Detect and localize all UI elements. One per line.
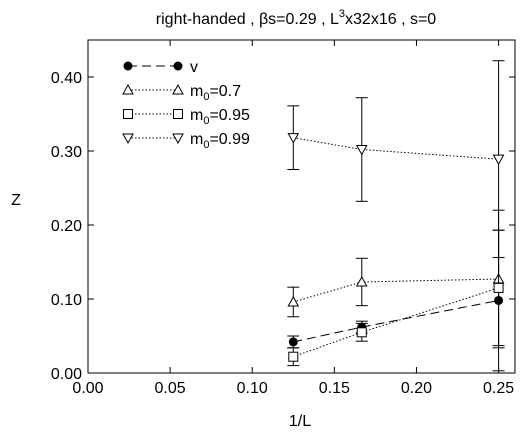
- x-tick-label: 0.00: [72, 380, 103, 397]
- series-line: [293, 278, 499, 303]
- legend-label-tail: =0.7: [209, 83, 241, 100]
- x-tick-label: 0.05: [155, 380, 186, 397]
- series-layer: [287, 60, 505, 372]
- axis-ticks: 0.00 0.05 0.10 0.15 0.20 0.25 0.00 0.10 0.20 0.30…: [51, 40, 515, 397]
- data-point: [355, 275, 368, 287]
- legend-label-tail: =0.99: [209, 131, 250, 148]
- y-axis-title: Z: [11, 192, 21, 209]
- legend-item: m0=0.99: [122, 131, 250, 151]
- series-1: [287, 209, 505, 349]
- legend-label-tail: =0.95: [209, 107, 250, 124]
- data-point: [287, 133, 300, 144]
- data-point: [493, 282, 504, 293]
- plot-area: [87, 39, 516, 374]
- data-point: [355, 145, 368, 156]
- legend-label-main: m: [190, 83, 203, 100]
- legend-marker: [172, 133, 184, 145]
- chart-title-tail: x32x16 , s=0: [345, 11, 436, 28]
- series-2: [287, 229, 505, 367]
- legend-item: m0=0.95: [123, 107, 250, 127]
- series-line: [293, 137, 499, 160]
- legend-marker: [172, 83, 184, 95]
- legend-item: m0=0.7: [122, 83, 241, 103]
- x-axis-title: 1/L: [289, 413, 311, 430]
- legend-label-main: m: [190, 131, 203, 148]
- chart-title-sup: 3: [339, 8, 345, 20]
- legend-label-main: v: [190, 59, 198, 76]
- chart-title-main: right-handed , βs=0.29 , L: [156, 11, 339, 28]
- legend-label-sub: 0: [203, 139, 209, 151]
- legend-label: m0=0.95: [190, 107, 250, 127]
- chart-title: right-handed , βs=0.29 , L3x32x16 , s=0: [156, 8, 437, 28]
- legend-marker: [173, 109, 183, 119]
- legend-label: m0=0.99: [190, 131, 250, 151]
- data-point: [492, 154, 505, 166]
- x-tick-label: 0.15: [319, 380, 350, 397]
- y-tick-label: 0.30: [51, 144, 82, 161]
- legend-marker: [122, 133, 134, 145]
- y-tick-label: 0.00: [51, 366, 82, 383]
- legend-label: m0=0.7: [190, 83, 241, 103]
- series-0: [287, 229, 505, 372]
- data-point: [287, 295, 300, 307]
- legend-marker: [173, 61, 183, 71]
- data-point: [288, 351, 299, 362]
- legend-label-sub: 0: [203, 115, 209, 127]
- x-tick-label: 0.20: [401, 380, 432, 397]
- data-point: [288, 337, 298, 347]
- y-tick-label: 0.40: [51, 70, 82, 87]
- y-tick-label: 0.20: [51, 218, 82, 235]
- x-tick-label: 0.25: [483, 380, 514, 397]
- y-tick-label: 0.10: [51, 292, 82, 309]
- x-tick-label: 0.10: [237, 380, 268, 397]
- legend-label-main: m: [190, 107, 203, 124]
- legend-marker: [123, 109, 133, 119]
- series-3: [287, 60, 505, 259]
- legend-item: v: [123, 59, 198, 76]
- series-line: [293, 287, 499, 358]
- legend-marker: [122, 83, 134, 95]
- legend-marker: [123, 61, 133, 71]
- legend-label-sub: 0: [203, 91, 209, 103]
- legend-label: v: [190, 59, 198, 76]
- data-point: [356, 327, 367, 338]
